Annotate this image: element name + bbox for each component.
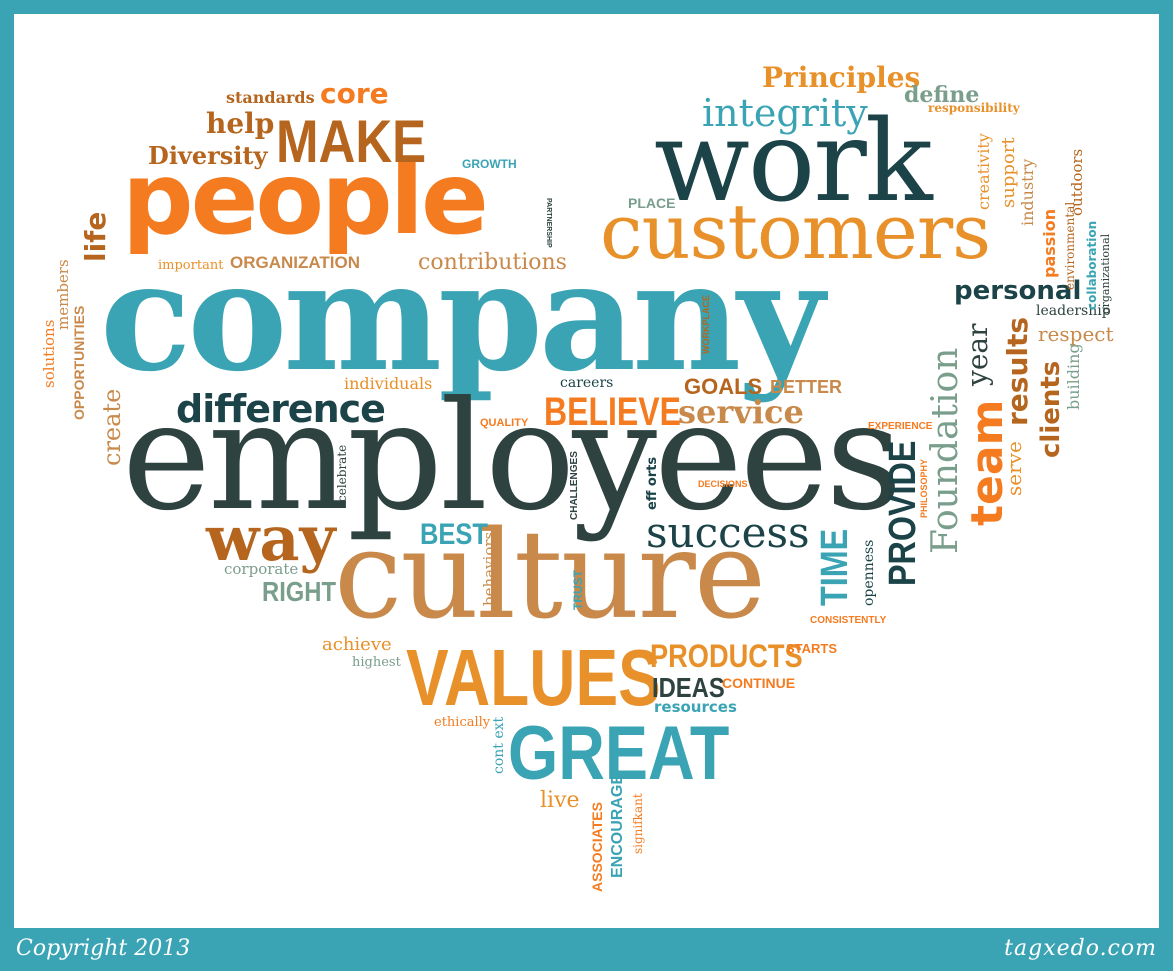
word-great: GREAT: [508, 711, 730, 796]
word-experience: EXPERIENCE: [868, 421, 933, 432]
word-consistently: CONSISTENTLY: [810, 615, 887, 626]
word-help: help: [206, 107, 275, 140]
word-challenges: CHALLENGES: [569, 451, 580, 520]
word-employees: employees: [122, 370, 903, 544]
word-best: BEST: [420, 518, 489, 551]
word-collaboration: collaboration: [1085, 220, 1099, 310]
word-way: way: [206, 502, 336, 575]
word-significant: signifkant: [631, 793, 645, 854]
word-ethically: ethically: [434, 715, 491, 730]
word-values: VALUES: [406, 633, 661, 722]
word-culture: culture: [334, 504, 766, 646]
word-foundation: Foundation: [925, 347, 966, 554]
word-create: create: [98, 388, 126, 466]
word-difference: difference: [176, 387, 386, 431]
word-members: members: [54, 259, 72, 330]
word-behaviors: behaviors: [480, 531, 498, 606]
word-openness: openness: [861, 539, 877, 606]
word-cloud-canvas: company employees culture people work cu…: [14, 14, 1159, 928]
word-products: PRODUCTS: [650, 638, 803, 674]
site-link[interactable]: tagxedo.com: [1004, 936, 1157, 961]
copyright-text: Copyright 2013: [16, 936, 191, 961]
word-place: PLACE: [628, 195, 676, 211]
word-building: building: [1064, 343, 1083, 410]
word-efforts: eff orts: [645, 456, 660, 510]
word-time: TIME: [814, 528, 856, 606]
word-ideas: IDEAS: [652, 672, 725, 703]
word-industry: industry: [1018, 158, 1037, 226]
word-trust: TRUST: [571, 570, 585, 610]
word-continue: CONTINUE: [722, 675, 796, 691]
word-define: define: [904, 82, 980, 108]
word-live: live: [540, 788, 580, 813]
word-success: success: [646, 508, 810, 557]
word-life: life: [79, 211, 112, 262]
word-standards: standards: [226, 88, 315, 107]
word-individuals: individuals: [344, 374, 433, 393]
word-quality: QUALITY: [480, 417, 529, 429]
word-creativity: creativity: [974, 133, 993, 210]
word-right: RIGHT: [262, 576, 337, 607]
word-corporate: corporate: [224, 560, 299, 578]
word-important: important: [158, 258, 224, 273]
word-resources: resources: [654, 698, 737, 716]
word-context: cont ext: [491, 716, 507, 774]
word-believe: BELIEVE: [544, 390, 681, 434]
word-decisions: DECISIONS: [698, 479, 748, 489]
word-diversity: Diversity: [148, 141, 268, 170]
word-workplace: WORKPLACE: [701, 295, 711, 354]
word-philosophy: PHILOSOPHY: [919, 458, 929, 518]
word-year: year: [961, 323, 994, 386]
word-environmental: environmental: [1063, 201, 1077, 290]
word-provide: PROVIDE: [882, 440, 924, 586]
word-company: company: [100, 229, 824, 405]
word-careers: careers: [560, 375, 614, 391]
word-principles: Principles: [762, 61, 921, 94]
word-encourage: ENCOURAGE: [609, 773, 626, 878]
word-opportunities: OPPORTUNITIES: [71, 305, 87, 420]
word-make: MAKE: [276, 108, 427, 175]
word-work: work: [654, 97, 933, 227]
word-leadership: leadership: [1036, 303, 1111, 319]
word-organization: ORGANIZATION: [230, 253, 361, 272]
word-customers: customers: [600, 187, 991, 276]
word-highest: highest: [352, 655, 401, 670]
word-achieve: achieve: [322, 634, 392, 655]
word-celebrate: celebrate: [335, 444, 349, 502]
word-better: BETTER: [770, 377, 842, 397]
word-organizational: organizational: [1099, 233, 1112, 314]
word-results: results: [1001, 316, 1034, 426]
word-people: people: [122, 140, 489, 257]
word-passion: passion: [1040, 208, 1059, 278]
word-support: support: [998, 137, 1019, 208]
word-associates: ASSOCIATES: [589, 802, 605, 892]
word-responsibility: responsibility: [928, 101, 1020, 115]
word-respect: respect: [1038, 322, 1114, 346]
word-growth: GROWTH: [462, 157, 517, 171]
word-core: core: [320, 77, 389, 110]
word-integrity: integrity: [702, 91, 868, 135]
word-partnership: PARTNERSHIP: [545, 198, 552, 248]
word-starts: STARTS: [786, 641, 838, 656]
word-serve: serve: [1002, 441, 1026, 496]
word-goals: GOALS: [684, 374, 763, 399]
word-service: service: [678, 393, 804, 431]
word-contributions: contributions: [418, 250, 567, 275]
word-personal: personal: [954, 276, 1082, 306]
word-clients: clients: [1036, 360, 1066, 458]
